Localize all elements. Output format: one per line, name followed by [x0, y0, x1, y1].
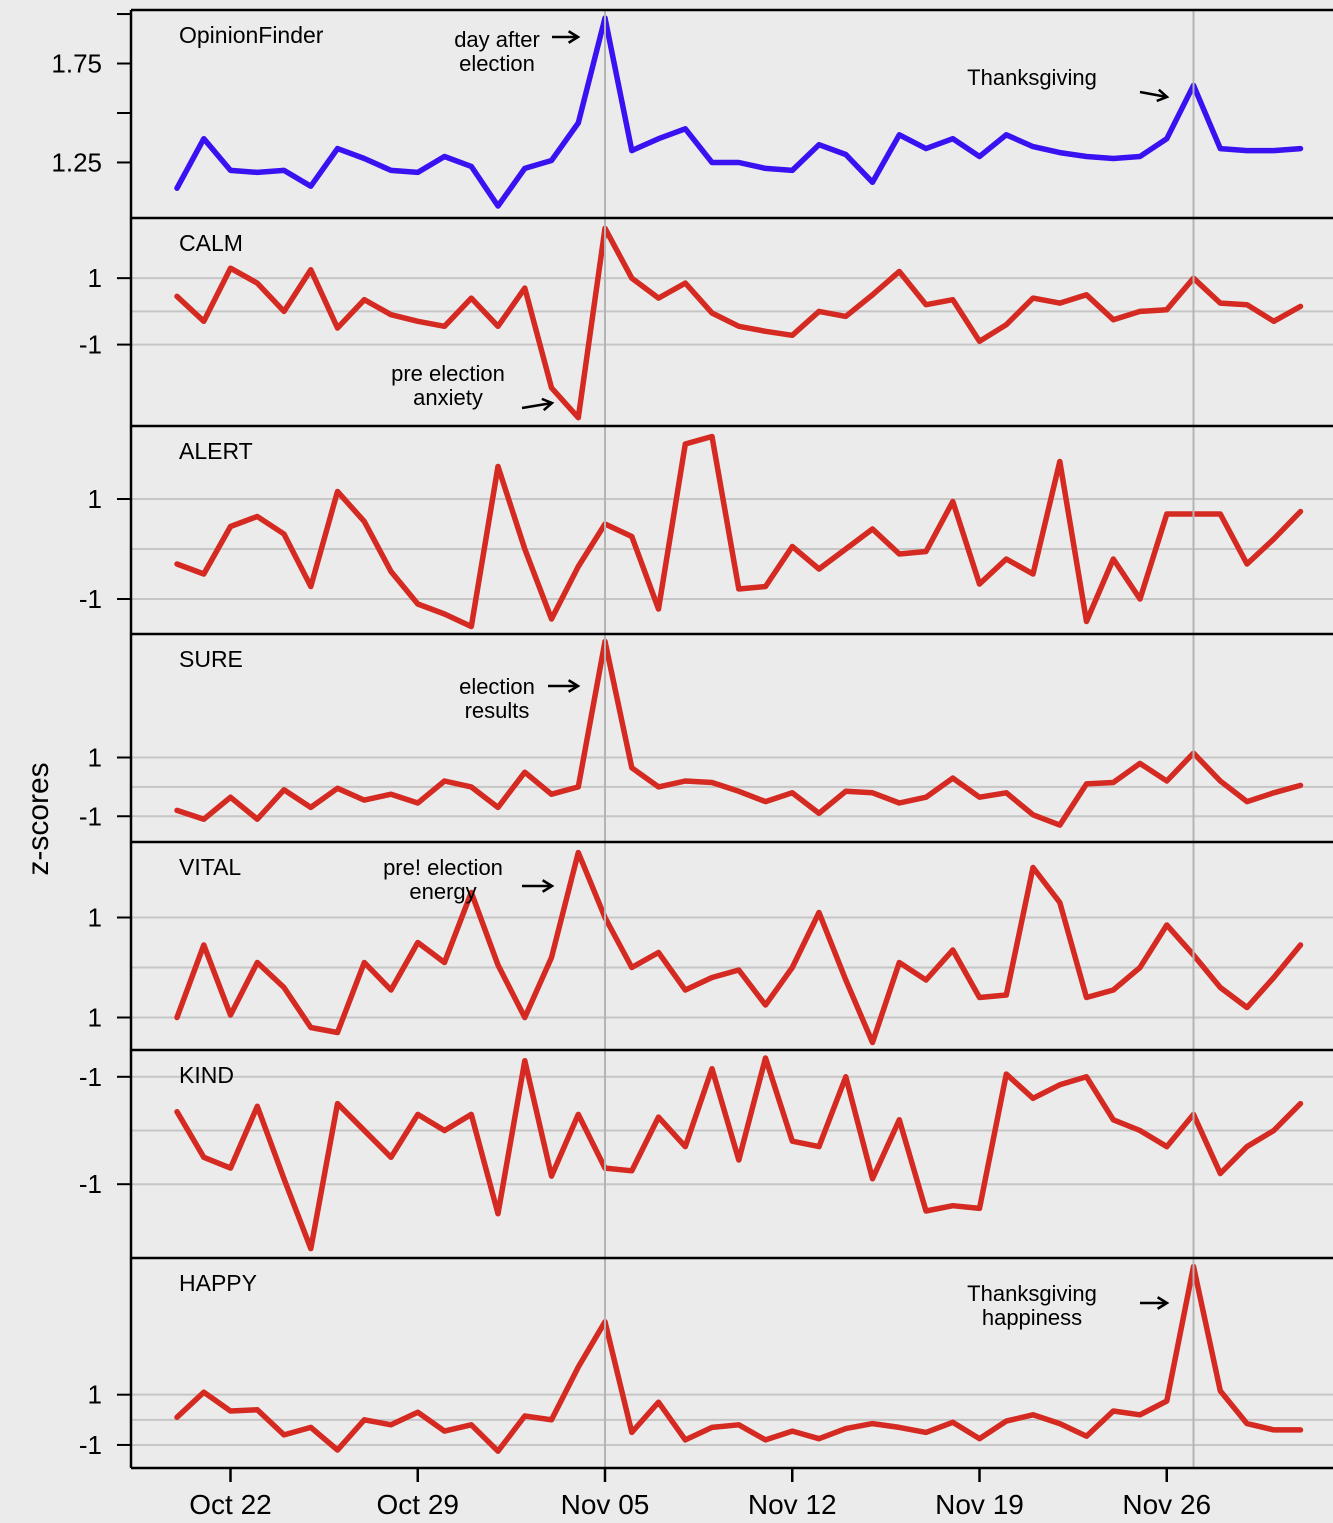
annotation-arrow: [1139, 90, 1168, 99]
annotation-text: day after: [454, 27, 540, 52]
y-tick-label: 1: [88, 1003, 102, 1033]
y-tick-label: 1: [88, 1380, 102, 1410]
annotation-text: results: [465, 698, 530, 723]
x-tick-label: Nov 26: [1122, 1489, 1211, 1520]
y-tick-label: 1.25: [51, 147, 102, 177]
annotation: Thanksgiving: [967, 65, 1170, 103]
annotation-arrowhead: [541, 879, 555, 893]
panel-title-kind: KIND: [179, 1062, 234, 1088]
series-line-calm: [174, 225, 1304, 421]
y-tick-label: -1: [79, 584, 102, 614]
panel-title-alert: ALERT: [179, 438, 253, 464]
y-tick-label: -1: [79, 1169, 102, 1199]
panel-title-happy: HAPPY: [179, 1270, 257, 1296]
series-line-vital: [174, 849, 1304, 1046]
y-tick-label: 1: [88, 263, 102, 293]
panel-title-calm: CALM: [179, 230, 243, 256]
panel-title-vital: VITAL: [179, 854, 241, 880]
y-tick-label: 1: [88, 903, 102, 933]
annotation-arrowhead: [567, 679, 581, 693]
annotation-arrowhead: [1156, 88, 1170, 103]
x-tick-label: Nov 05: [561, 1489, 650, 1520]
series-line-sure: [174, 638, 1304, 828]
annotation-arrowhead: [1156, 1296, 1170, 1310]
annotation-text: energy: [409, 879, 476, 904]
panel-title-opinionfinder: OpinionFinder: [179, 22, 324, 48]
x-tick-label: Nov 12: [748, 1489, 837, 1520]
annotation-text: election: [459, 674, 535, 699]
y-axis-label: z-scores: [22, 762, 55, 875]
annotation-text: Thanksgiving: [967, 1281, 1097, 1306]
event-markers: [604, 10, 1195, 1468]
annotation-text: pre! election: [383, 855, 503, 880]
x-tick-label: Nov 19: [935, 1489, 1024, 1520]
annotation-text: Thanksgiving: [967, 65, 1097, 90]
y-tick-label: -1: [79, 330, 102, 360]
panel-frames: [129, 8, 1333, 1468]
annotation-arrowhead: [567, 30, 581, 44]
y-tick-label: -1: [79, 1062, 102, 1092]
y-tick-label: 1: [88, 743, 102, 773]
series-line-alert: [174, 433, 1304, 630]
y-tick-label: -1: [79, 1430, 102, 1460]
y-tick-label: 1.75: [51, 49, 102, 79]
x-axis: Oct 22 Oct 29 Nov 05 Nov 12 Nov 19 Nov 26: [131, 1466, 1333, 1520]
annotation-text: anxiety: [413, 385, 483, 410]
panel-title-sure: SURE: [179, 646, 243, 672]
y-tick-label: 1: [88, 484, 102, 514]
x-tick-label: Oct 29: [377, 1489, 459, 1520]
series-line-kind: [174, 1055, 1304, 1252]
annotation-text: happiness: [982, 1305, 1082, 1330]
x-tick-label: Oct 22: [189, 1489, 271, 1520]
annotation-text: election: [459, 51, 535, 76]
series-line-opinionfinder: [174, 15, 1304, 209]
panel-alert: 1 -1 ALERT: [79, 433, 1333, 630]
annotation-text: pre election: [391, 361, 505, 386]
y-tick-label: -1: [79, 801, 102, 831]
annotation-arrow: [521, 401, 553, 410]
panel-kind: -1 -1 KIND: [79, 1055, 1333, 1252]
annotation-arrowhead: [541, 397, 555, 412]
series-line-happy: [174, 1263, 1304, 1454]
